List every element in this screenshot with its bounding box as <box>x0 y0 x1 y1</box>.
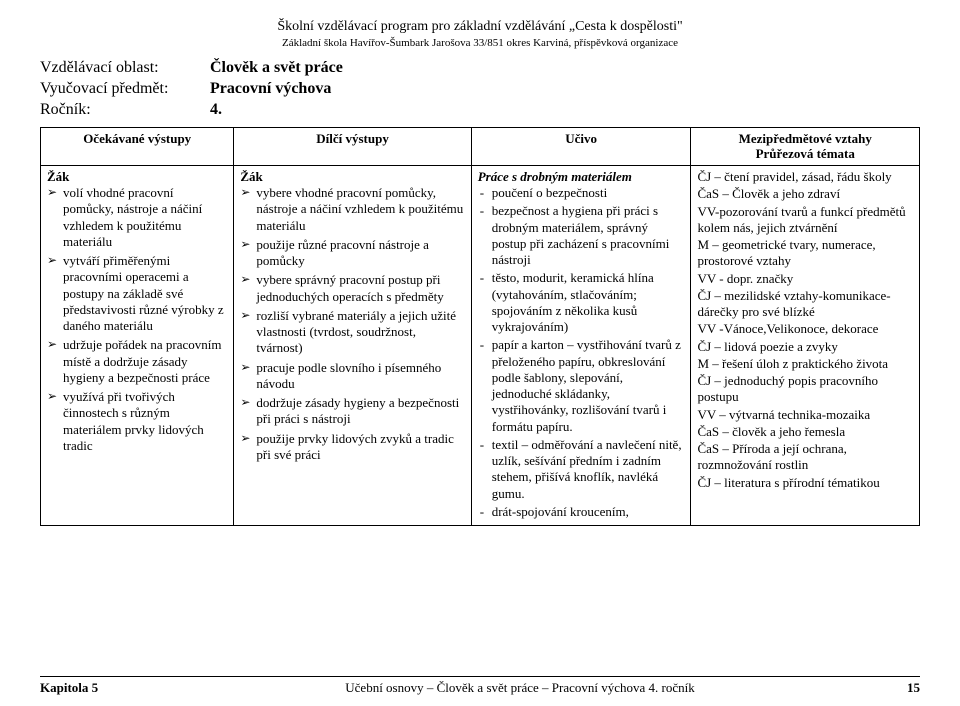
cross-line: M – geometrické tvary, numerace, prostor… <box>697 237 913 270</box>
list-item: těsto, modurit, keramická hlína (vytahov… <box>478 270 685 335</box>
list-item: využívá při tvořivých činnostech s různý… <box>47 389 227 454</box>
list-item: bezpečnost a hygiena při práci s drobným… <box>478 203 685 268</box>
list-item: použije různé pracovní nástroje a pomůck… <box>240 237 464 270</box>
meta-values: Člověk a svět práce Pracovní výchova 4. <box>210 58 343 120</box>
header-line-1: Školní vzdělávací program pro základní v… <box>40 18 920 36</box>
meta-label-subject: Vyučovací předmět: <box>40 79 210 100</box>
cell-partial-outcomes: Žák vybere vhodné pracovní pomůcky, nást… <box>234 166 471 526</box>
meta-labels: Vzdělávací oblast: Vyučovací předmět: Ro… <box>40 58 210 120</box>
curriculum-table: Očekávané výstupy Dílčí výstupy Učivo Me… <box>40 127 920 526</box>
cross-line: VV -Vánoce,Velikonoce, dekorace <box>697 321 913 337</box>
cross-line: M – řešení úloh z praktického života <box>697 356 913 372</box>
meta-value-area: Člověk a svět práce <box>210 58 343 79</box>
list-item: papír a karton – vystřihování tvarů z př… <box>478 337 685 435</box>
th-cross-topics: Mezipředmětové vztahy Průřezová témata <box>691 127 920 165</box>
document-header: Školní vzdělávací program pro základní v… <box>40 18 920 50</box>
list-item: pracuje podle slovního i písemného návod… <box>240 360 464 393</box>
col2-list: vybere vhodné pracovní pomůcky, nástroje… <box>240 185 464 463</box>
cell-cross-topics: ČJ – čtení pravidel, zásad, řádu školy Č… <box>691 166 920 526</box>
meta-label-grade: Ročník: <box>40 100 210 121</box>
list-item: vytváří přiměřenými pracovními operacemi… <box>47 253 227 334</box>
cross-line: ČaS – Příroda a její ochrana, rozmnožová… <box>697 441 913 474</box>
meta-value-grade: 4. <box>210 100 343 121</box>
cross-line: VV – výtvarná technika-mozaika <box>697 407 913 423</box>
list-item: dodržuje zásady hygieny a bezpečnosti př… <box>240 395 464 428</box>
list-item: použije prvky lidových zvyků a tradic př… <box>240 431 464 464</box>
cross-line: ČaS – člověk a jeho řemesla <box>697 424 913 440</box>
th-cross-line2: Průřezová témata <box>697 146 913 162</box>
col4-lines: ČJ – čtení pravidel, zásad, řádu školy Č… <box>697 169 913 491</box>
cross-line: ČJ – čtení pravidel, zásad, řádu školy <box>697 169 913 185</box>
cross-line: ČJ – lidová poezie a zvyky <box>697 339 913 355</box>
col3-lead: Práce s drobným materiálem <box>478 169 685 185</box>
col1-lead: Žák <box>47 169 227 185</box>
cross-line: VV - dopr. značky <box>697 271 913 287</box>
list-item: vybere správný pracovní postup při jedno… <box>240 272 464 305</box>
meta-label-area: Vzdělávací oblast: <box>40 58 210 79</box>
th-curriculum: Učivo <box>471 127 691 165</box>
meta-block: Vzdělávací oblast: Vyučovací předmět: Ro… <box>40 58 920 120</box>
footer-chapter: Kapitola 5 <box>40 680 160 696</box>
list-item: poučení o bezpečnosti <box>478 185 685 201</box>
cross-line: ČJ – mezilidské vztahy-komunikace-dárečk… <box>697 288 913 321</box>
cross-line: ČJ – literatura s přírodní tématikou <box>697 475 913 491</box>
col3-list: poučení o bezpečnosti bezpečnost a hygie… <box>478 185 685 520</box>
footer-title: Učební osnovy – Člověk a svět práce – Pr… <box>160 680 880 696</box>
cell-curriculum: Práce s drobným materiálem poučení o bez… <box>471 166 691 526</box>
list-item: rozliší vybrané materiály a jejich užité… <box>240 308 464 357</box>
cross-line: ČJ – jednoduchý popis pracovního postupu <box>697 373 913 406</box>
col1-list: volí vhodné pracovní pomůcky, nástroje a… <box>47 185 227 454</box>
list-item: vybere vhodné pracovní pomůcky, nástroje… <box>240 185 464 234</box>
cell-expected-outcomes: Žák volí vhodné pracovní pomůcky, nástro… <box>41 166 234 526</box>
th-partial-outcomes: Dílčí výstupy <box>234 127 471 165</box>
th-expected-outcomes: Očekávané výstupy <box>41 127 234 165</box>
meta-value-subject: Pracovní výchova <box>210 79 343 100</box>
col2-lead: Žák <box>240 169 464 185</box>
list-item: udržuje pořádek na pracovním místě a dod… <box>47 337 227 386</box>
list-item: volí vhodné pracovní pomůcky, nástroje a… <box>47 185 227 250</box>
cross-line: ČaS – Člověk a jeho zdraví <box>697 186 913 202</box>
list-item: drát-spojování kroucením, <box>478 504 685 520</box>
cross-line: VV-pozorování tvarů a funkcí předmětů ko… <box>697 204 913 237</box>
page-footer: Kapitola 5 Učební osnovy – Člověk a svět… <box>40 676 920 696</box>
list-item: textil – odměřování a navlečení nitě, uz… <box>478 437 685 502</box>
header-line-2: Základní škola Havířov-Šumbark Jarošova … <box>40 36 920 50</box>
th-cross-line1: Mezipředmětové vztahy <box>697 131 913 147</box>
footer-page-number: 15 <box>880 680 920 696</box>
